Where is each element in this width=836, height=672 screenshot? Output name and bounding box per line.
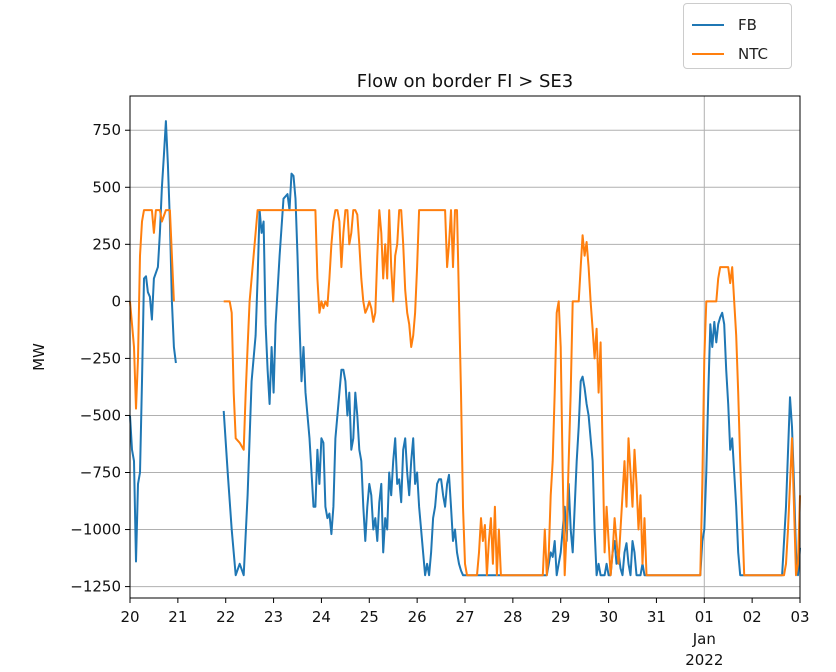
x-tick-label: 24 [312,608,331,626]
x-tick-label: 22 [216,608,235,626]
x-tick-label: 26 [408,608,427,626]
y-axis-label: MW [30,343,48,371]
series-line-ntc [129,209,175,410]
y-tick-label: 0 [111,292,121,310]
x-tick-label: 01 [695,608,714,626]
legend: FB NTC [683,3,792,69]
y-tick-label: 750 [92,121,121,139]
x-tick-label: 23 [264,608,283,626]
series-line-fb [222,172,801,577]
x-tick-label: 27 [455,608,474,626]
legend-label-ntc: NTC [738,45,768,63]
x-tick-sublabel: Jan [692,630,716,648]
x-tick-label: 21 [168,608,187,626]
y-tick-label: 250 [92,235,121,253]
x-tick-label: 03 [790,608,809,626]
y-tick-label: −500 [80,406,121,424]
x-tick-label: 02 [743,608,762,626]
y-tick-label: −250 [80,349,121,367]
x-tick-label: 31 [647,608,666,626]
legend-swatch-fb [692,24,724,26]
x-tick-sublabel: 2022 [685,651,723,669]
y-tick-label: −1250 [70,578,121,596]
x-tick-label: 29 [551,608,570,626]
series-line-fb [129,120,177,563]
x-tick-label: 20 [120,608,139,626]
y-tick-label: −750 [80,464,121,482]
y-tick-label: 500 [92,178,121,196]
series-line-ntc [223,209,801,577]
x-tick-label: 25 [360,608,379,626]
axis-layer: 750 500 250 0 −250 −500 −750 −1000 −1250 20 21 22 23… [70,121,809,669]
chart-title: Flow on border FI > SE3 [357,71,574,92]
legend-item-fb: FB [692,15,757,35]
legend-swatch-ntc [692,53,724,55]
x-tick-label: 28 [503,608,522,626]
y-tick-label: −1000 [70,521,121,539]
legend-label-fb: FB [738,16,757,34]
series-layer [129,120,801,577]
legend-item-ntc: NTC [692,44,768,64]
x-tick-label: 30 [599,608,618,626]
